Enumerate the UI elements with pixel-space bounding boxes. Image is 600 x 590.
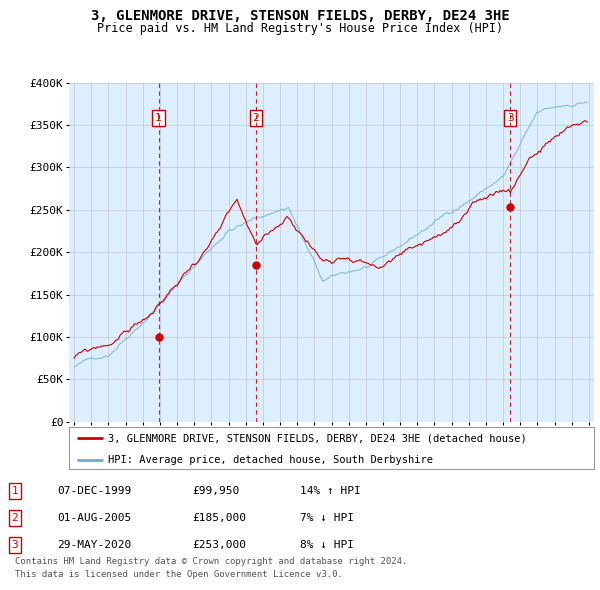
Text: £99,950: £99,950 xyxy=(192,486,239,496)
Text: 01-AUG-2005: 01-AUG-2005 xyxy=(57,513,131,523)
Text: 1: 1 xyxy=(155,113,162,123)
Text: 3: 3 xyxy=(507,113,514,123)
Text: HPI: Average price, detached house, South Derbyshire: HPI: Average price, detached house, Sout… xyxy=(109,455,433,465)
Text: Contains HM Land Registry data © Crown copyright and database right 2024.: Contains HM Land Registry data © Crown c… xyxy=(15,558,407,566)
Text: £253,000: £253,000 xyxy=(192,540,246,550)
Text: 7% ↓ HPI: 7% ↓ HPI xyxy=(300,513,354,523)
Text: 3, GLENMORE DRIVE, STENSON FIELDS, DERBY, DE24 3HE (detached house): 3, GLENMORE DRIVE, STENSON FIELDS, DERBY… xyxy=(109,434,527,444)
Text: £185,000: £185,000 xyxy=(192,513,246,523)
Text: 14% ↑ HPI: 14% ↑ HPI xyxy=(300,486,361,496)
Text: 3, GLENMORE DRIVE, STENSON FIELDS, DERBY, DE24 3HE: 3, GLENMORE DRIVE, STENSON FIELDS, DERBY… xyxy=(91,9,509,23)
Text: 29-MAY-2020: 29-MAY-2020 xyxy=(57,540,131,550)
Text: 1: 1 xyxy=(11,486,19,496)
Text: 2: 2 xyxy=(252,113,259,123)
Text: 07-DEC-1999: 07-DEC-1999 xyxy=(57,486,131,496)
Text: This data is licensed under the Open Government Licence v3.0.: This data is licensed under the Open Gov… xyxy=(15,571,343,579)
Text: 2: 2 xyxy=(11,513,19,523)
Text: Price paid vs. HM Land Registry's House Price Index (HPI): Price paid vs. HM Land Registry's House … xyxy=(97,22,503,35)
Text: 3: 3 xyxy=(11,540,19,550)
Text: 8% ↓ HPI: 8% ↓ HPI xyxy=(300,540,354,550)
